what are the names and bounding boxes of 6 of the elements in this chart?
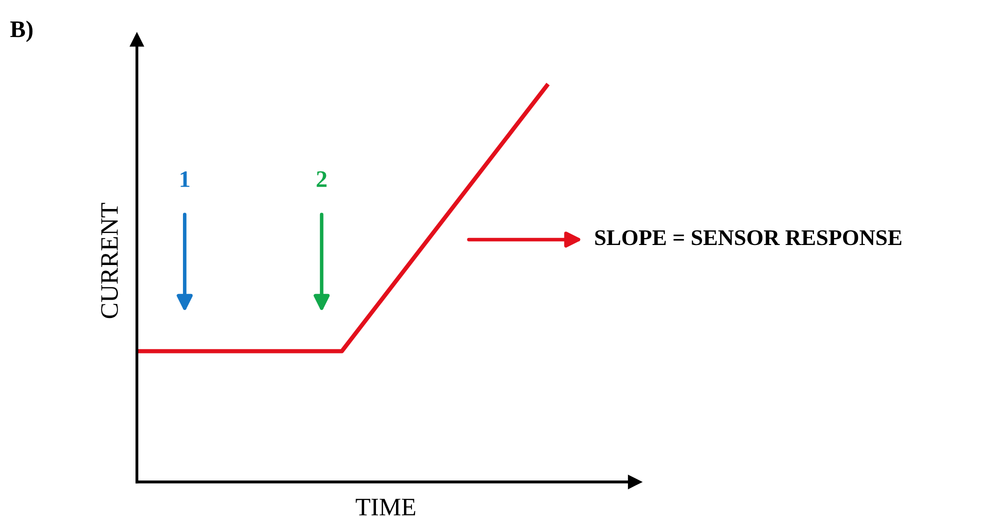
chart-title: B) xyxy=(10,20,32,42)
annotation: 2 xyxy=(316,171,327,187)
x-axis-title: TIME xyxy=(356,498,416,516)
y-axis-title: CURRENT xyxy=(101,202,118,318)
annotation: SLOPE = SENSOR RESPONSE xyxy=(595,230,902,246)
annotation: 1 xyxy=(180,171,190,187)
